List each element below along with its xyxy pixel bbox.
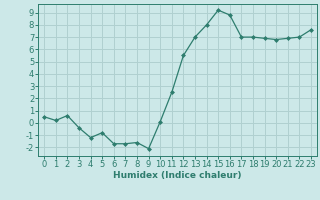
X-axis label: Humidex (Indice chaleur): Humidex (Indice chaleur) — [113, 171, 242, 180]
